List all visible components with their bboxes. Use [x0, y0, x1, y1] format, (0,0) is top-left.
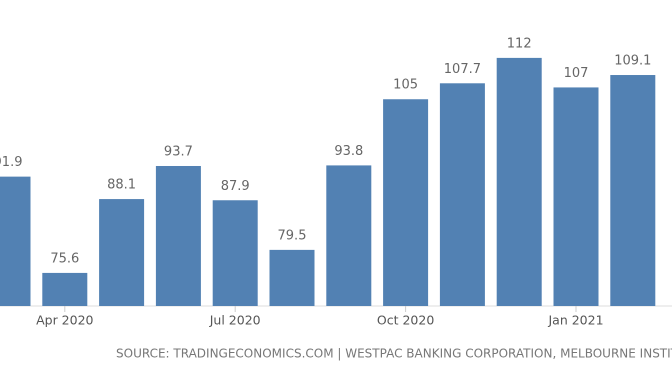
value-label: 107 [564, 66, 589, 81]
x-tick-label: Jul 2020 [209, 313, 261, 328]
value-label: 91.9 [0, 155, 22, 170]
value-label: 105 [393, 78, 418, 93]
value-label: 79.5 [278, 228, 307, 243]
value-label: 107.7 [444, 62, 481, 77]
bar [42, 272, 88, 306]
bar [496, 57, 542, 306]
x-tick-label: Jan 2021 [547, 313, 603, 328]
value-label: 87.9 [221, 179, 250, 194]
value-label: 93.8 [334, 144, 363, 159]
bar [439, 83, 485, 307]
value-label: 75.6 [50, 251, 79, 266]
bar [553, 87, 599, 306]
value-label: 109.1 [614, 54, 651, 69]
value-label: 93.7 [164, 144, 193, 159]
bar [0, 176, 31, 306]
bar [326, 165, 372, 306]
bar [610, 75, 656, 306]
value-label: 88.1 [107, 178, 136, 193]
bar [383, 99, 429, 306]
x-tick-label: Oct 2020 [377, 313, 434, 328]
bar [269, 249, 315, 306]
source: SOURCE: TRADINGECONOMICS.COM | WESTPAC B… [116, 347, 672, 361]
bar [212, 200, 258, 306]
bar [155, 165, 201, 306]
value-label: 112 [507, 36, 532, 51]
bar [99, 199, 145, 306]
x-tick-label: Apr 2020 [36, 313, 93, 328]
